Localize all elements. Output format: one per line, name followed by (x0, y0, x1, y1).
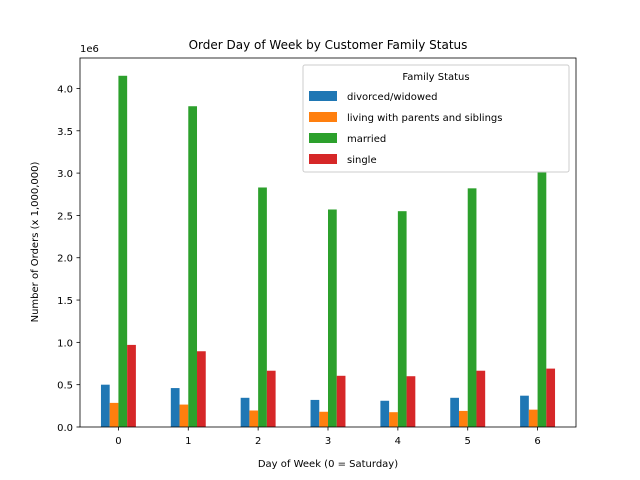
chart-title: Order Day of Week by Customer Family Sta… (189, 38, 468, 52)
bar (249, 410, 259, 427)
bar (118, 75, 128, 427)
x-tick-label: 3 (325, 436, 331, 447)
bar (170, 388, 180, 427)
bar (528, 409, 538, 427)
x-tick-label: 5 (465, 436, 471, 447)
bar (389, 412, 398, 427)
y-axis-label: Number of Orders (x 1,000,000) (30, 162, 41, 323)
bar (406, 376, 416, 427)
bar (328, 209, 337, 427)
x-tick-label: 1 (185, 436, 191, 447)
y-tick-label: 3.0 (57, 169, 73, 180)
bar (450, 397, 459, 427)
x-tick-label: 4 (395, 436, 401, 447)
bar (266, 370, 276, 427)
bar (109, 402, 119, 427)
bar (310, 399, 320, 427)
y-tick-label: 3.5 (57, 127, 73, 138)
legend-frame (302, 64, 570, 173)
legend: Family Status divorced/widowed living with… (302, 64, 570, 173)
bar (100, 384, 110, 427)
bar (467, 188, 477, 427)
legend-swatch (309, 112, 337, 122)
bar (397, 211, 407, 427)
bar (179, 404, 189, 427)
x-axis-label: Day of Week (0 = Saturday) (258, 459, 398, 470)
legend-swatch (309, 91, 337, 101)
y-tick-label: 1.0 (57, 338, 73, 349)
bar (537, 171, 547, 427)
x-tick-label: 2 (255, 436, 261, 447)
y-tick-label: 0.0 (57, 423, 73, 434)
plot-area-frame (79, 57, 577, 428)
legend-title: Family Status (402, 72, 469, 83)
y-tick-label: 2.0 (57, 254, 73, 265)
legend-swatch (309, 133, 337, 143)
x-tick-label: 0 (115, 436, 121, 447)
y-tick-label: 2.5 (57, 211, 73, 222)
y-tick-label: 1.5 (57, 296, 73, 307)
legend-entry-label: living with parents and siblings (347, 113, 502, 124)
y-ticks-group: 0.0 0.5 1.0 1.5 2.0 2.5 3.0 3.5 4.0 (57, 84, 80, 434)
x-tick-label: 6 (534, 436, 540, 447)
bar (546, 368, 556, 427)
legend-entry-label: divorced/widowed (347, 92, 438, 103)
legend-entry-label: married (347, 134, 386, 145)
bar (520, 395, 529, 427)
bar (319, 411, 328, 427)
bar (380, 400, 390, 427)
bar (240, 397, 250, 427)
x-ticks-group: 0 1 2 3 4 5 6 (115, 427, 541, 447)
bar (476, 370, 486, 427)
bar (336, 375, 346, 427)
bar (197, 351, 206, 427)
bar (188, 106, 198, 428)
y-tick-label: 0.5 (57, 381, 73, 392)
bar (458, 410, 468, 427)
y-axis-offset-text: 1e6 (80, 44, 99, 55)
y-tick-label: 4.0 (57, 84, 73, 95)
bars-group (100, 75, 556, 428)
legend-swatch (309, 154, 337, 164)
bar (127, 344, 136, 427)
bar (258, 187, 267, 427)
legend-entry-label: single (347, 155, 377, 166)
